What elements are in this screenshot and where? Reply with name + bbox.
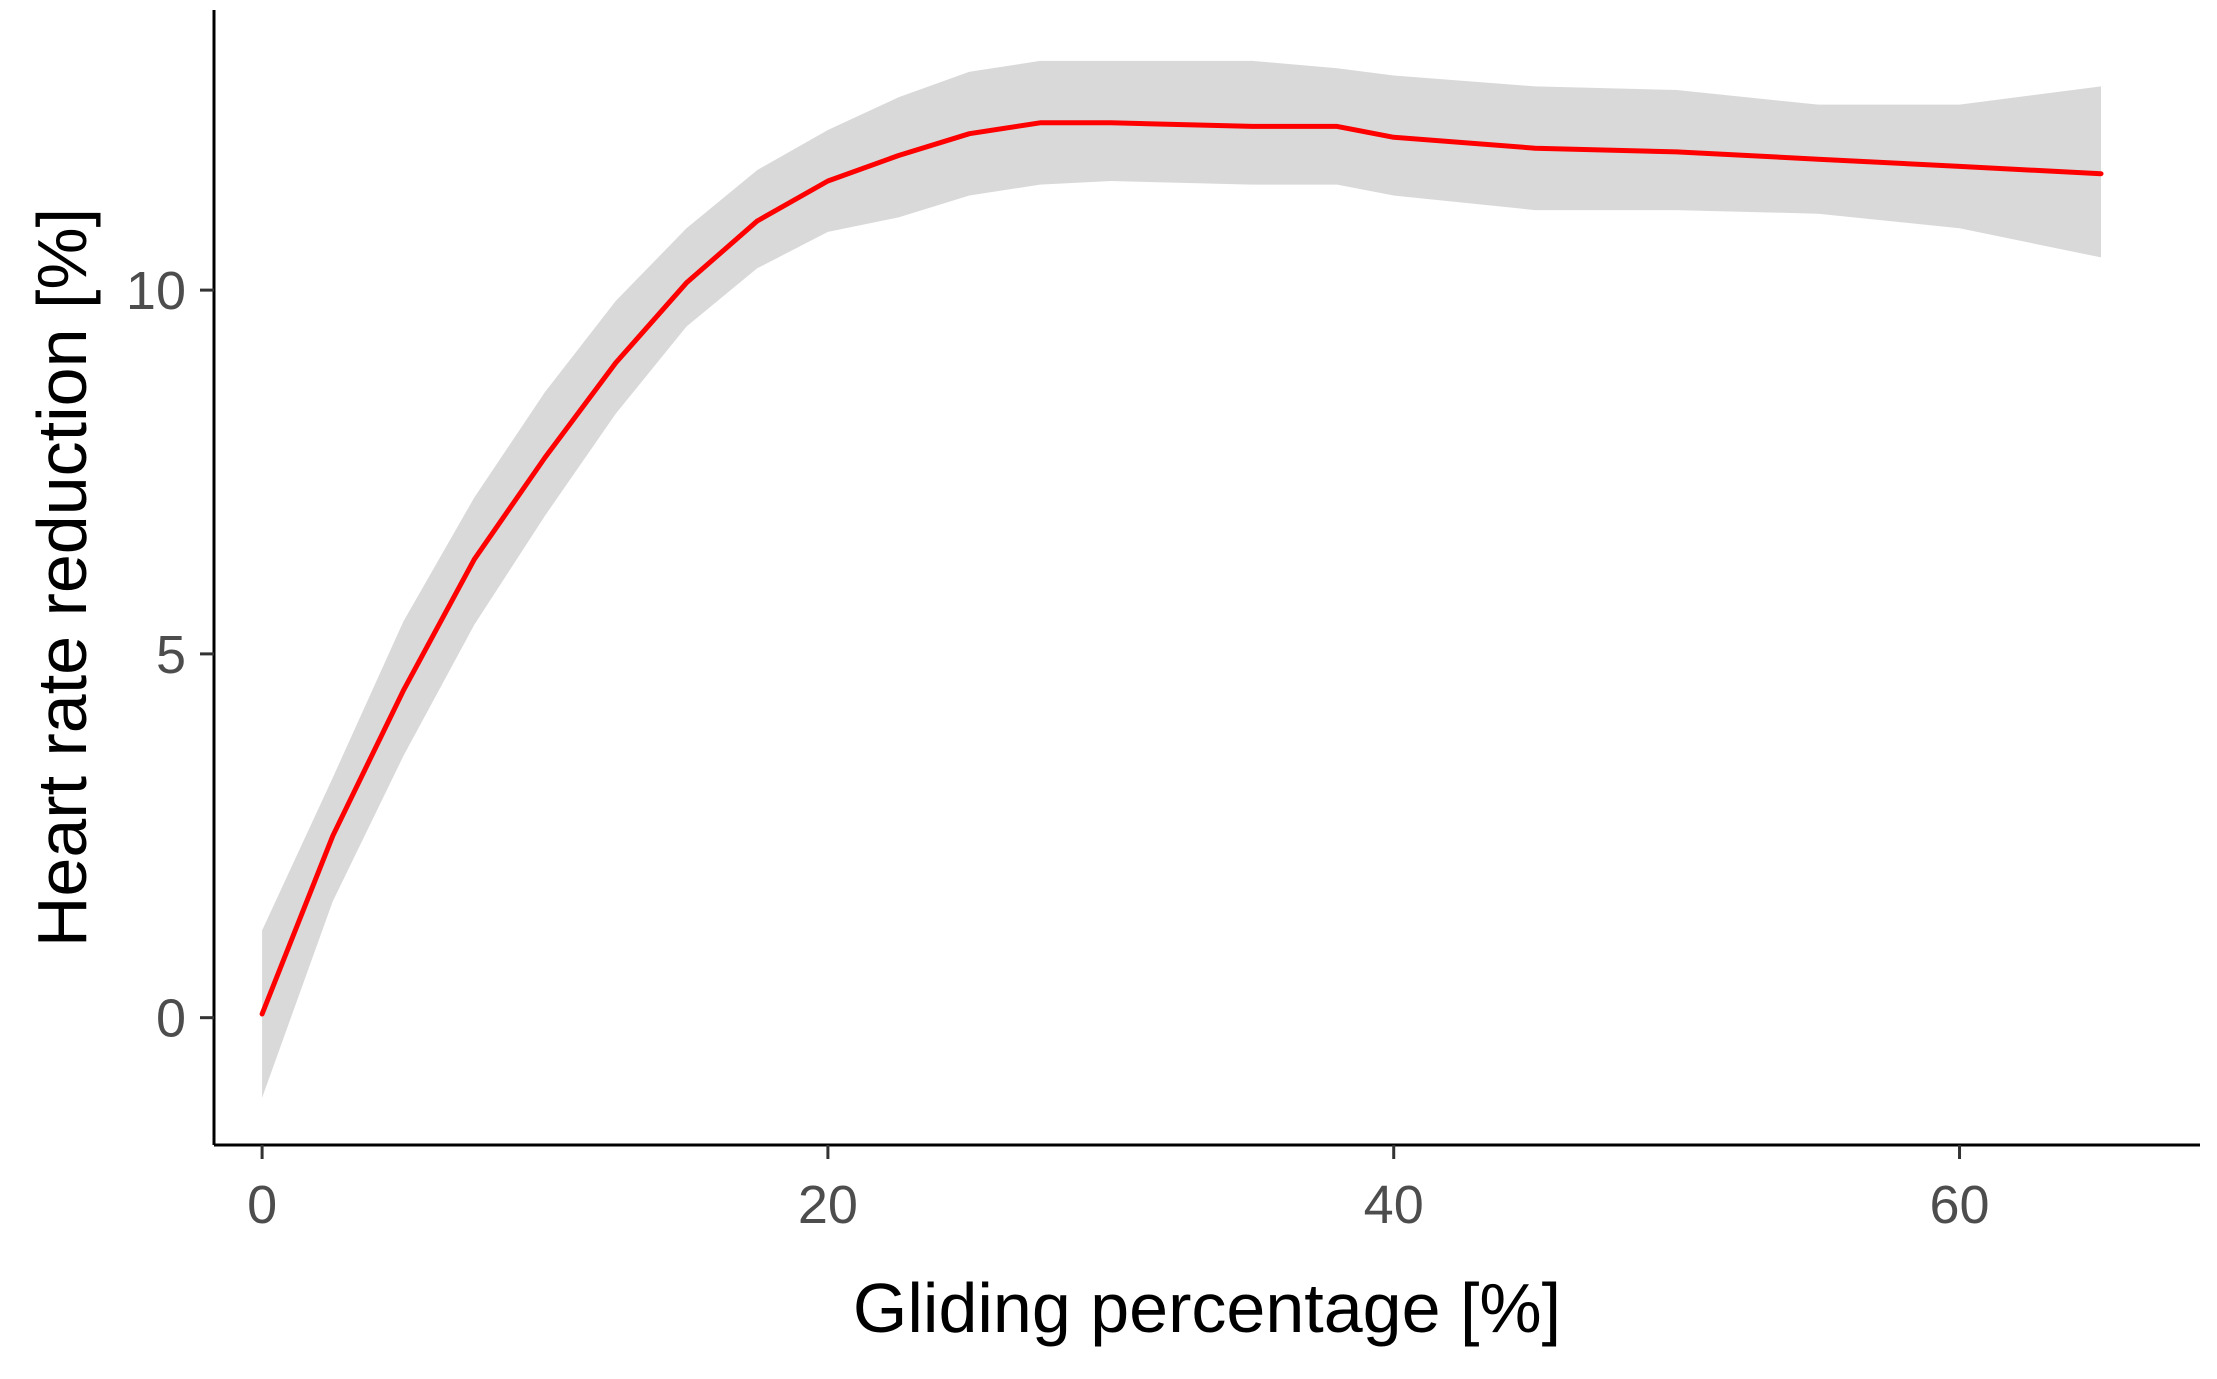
fit-line <box>259 120 2104 1017</box>
confidence-band <box>262 60 2102 1098</box>
y-tick-label: 10 <box>126 261 186 321</box>
x-tick-label: 0 <box>247 1175 277 1235</box>
y-tick-label: 5 <box>156 625 186 685</box>
y-tick-label: 0 <box>156 989 186 1049</box>
x-tick-label: 20 <box>798 1175 858 1235</box>
plot-area <box>259 60 2104 1098</box>
ticks: 0 20 40 60 0 5 10 <box>126 261 1990 1235</box>
x-axis-title: Gliding percentage [%] <box>853 1269 1561 1347</box>
x-tick-label: 40 <box>1364 1175 1424 1235</box>
axes <box>212 10 2200 1147</box>
x-tick-label: 60 <box>1929 1175 1989 1235</box>
y-axis-title: Heart rate reduction [%] <box>23 208 101 947</box>
